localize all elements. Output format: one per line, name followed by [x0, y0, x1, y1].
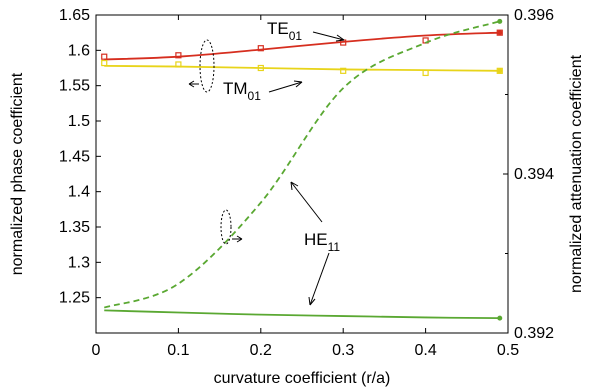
x-ticks: 0 0.1 0.2 0.3 0.4 0.5: [92, 15, 519, 359]
y-right-ticks: 0.392 0.394 0.396: [503, 7, 554, 342]
te01-arrow: [312, 31, 345, 41]
plot-frame: [95, 14, 509, 334]
he11-phase-line: [104, 309, 500, 320]
te01-annotation-main: TE: [267, 19, 289, 38]
tm01-line: [104, 64, 500, 72]
he11-attenuation-end-point: [497, 18, 503, 24]
series-layer: [101, 18, 503, 321]
tm01-annotation: TM01: [223, 79, 261, 103]
tm01-markers-point: [422, 69, 429, 77]
y-left-tick-label: 1.25: [59, 290, 90, 307]
he11-annotation-main: HE: [304, 230, 328, 249]
he11-annotation-sub: 11: [328, 240, 341, 254]
tm01-markers-point: [101, 59, 108, 67]
he11-group-arrowhead: [236, 235, 243, 243]
te01-markers-point: [257, 45, 264, 52]
te01-end-point: [497, 30, 503, 36]
x-tick-label: 0.4: [414, 342, 436, 359]
tm01-arrowhead: [293, 80, 303, 88]
y-left-tick-label: 1.6: [68, 42, 90, 59]
y-left-tick-label: 1.65: [59, 7, 90, 24]
y-left-tick-label: 1.45: [59, 148, 90, 165]
te01-markers-point: [175, 52, 182, 59]
y-left-tick-label: 1.55: [59, 78, 90, 95]
x-tick-label: 0.2: [250, 342, 272, 359]
te-tm-group-ellipse: [199, 39, 215, 93]
y-right-tick-label: 0.394: [514, 166, 554, 183]
x-axis-label: curvature coefficient (r/a): [214, 370, 391, 387]
he11-arrowhead-down: [308, 296, 316, 306]
he11-attenuation-line: [103, 20, 501, 309]
te01-annotation: TE01: [267, 19, 302, 43]
tm01-markers-point: [340, 67, 347, 74]
tm01-markers-point: [257, 64, 264, 72]
te01-annotation-sub: 01: [289, 29, 303, 43]
x-tick-label: 0.3: [332, 342, 354, 359]
he11-annotation: HE11: [304, 230, 340, 254]
tm01-markers-point: [175, 61, 182, 68]
y-axis-right-label: normalized attenuation coefficient: [568, 54, 585, 293]
x-tick-label: 0.1: [167, 342, 189, 359]
he11-arrowhead-up: [290, 181, 299, 191]
te01-markers-point: [101, 53, 108, 60]
tm01-annotation-main: TM: [223, 79, 248, 98]
te-tm-group-arrowhead: [188, 80, 195, 88]
tm01-annotation-sub: 01: [248, 89, 262, 103]
tm01-arrow: [268, 81, 303, 93]
he11-group-ellipse: [220, 209, 232, 245]
te01-markers-point: [496, 29, 503, 36]
y-left-tick-label: 1.5: [68, 113, 90, 130]
y-left-ticks: 1.25 1.3 1.35 1.4 1.45 1.5 1.55 1.6 1.65: [59, 7, 101, 307]
y-right-tick-label: 0.396: [514, 7, 554, 24]
te01-arrowhead: [335, 34, 345, 42]
y-left-tick-label: 1.35: [59, 219, 90, 236]
y-axis-left-label: normalized phase coefficient: [9, 72, 26, 275]
x-tick-label: 0.5: [497, 342, 519, 359]
tm01-end-point: [497, 68, 503, 74]
y-right-tick-label: 0.392: [514, 325, 554, 342]
he11-phase-end-point: [497, 315, 503, 321]
he11-arrow-up: [290, 181, 323, 223]
y-left-tick-label: 1.3: [68, 254, 90, 271]
x-tick-label: 0: [92, 342, 101, 359]
y-left-tick-label: 1.4: [68, 184, 90, 201]
tm01-markers-point: [496, 67, 503, 74]
he11-arrow-down: [309, 252, 330, 306]
